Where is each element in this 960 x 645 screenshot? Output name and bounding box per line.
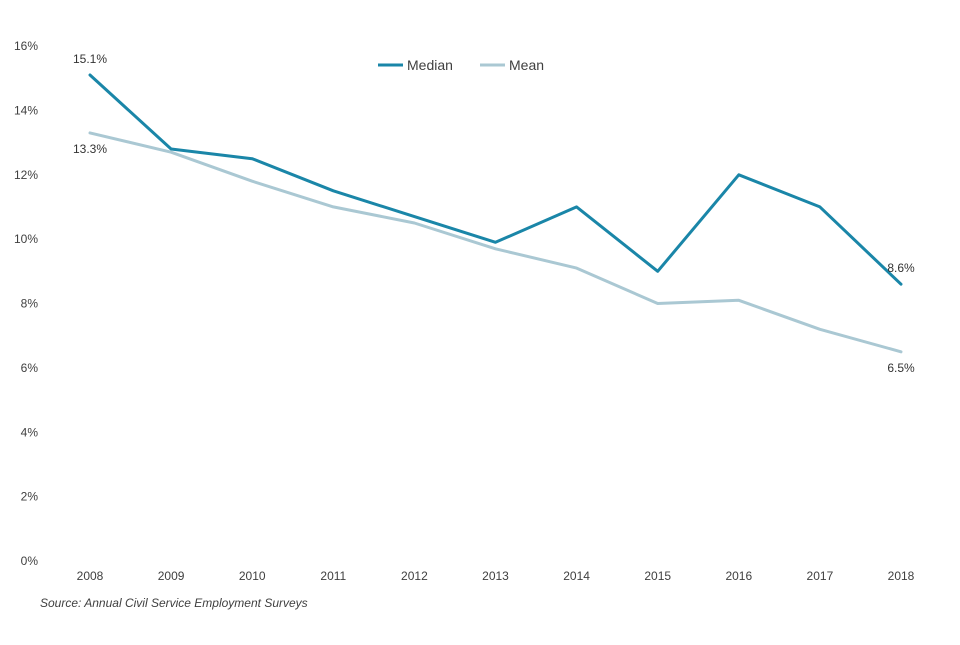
data-labels: 15.1% 13.3% 8.6% 6.5% (73, 52, 915, 375)
x-tick-label: 2016 (725, 569, 752, 583)
y-tick-label: 12% (14, 168, 38, 182)
y-tick-label: 4% (21, 425, 39, 439)
x-tick-label: 2010 (239, 569, 266, 583)
y-tick-label: 0% (21, 554, 39, 568)
y-tick-label: 14% (14, 103, 38, 117)
data-label: 8.6% (887, 261, 915, 275)
data-label: 6.5% (887, 361, 915, 375)
x-tick-label: 2012 (401, 569, 428, 583)
x-tick-label: 2011 (320, 569, 346, 583)
y-axis: 0% 2% 4% 6% 8% 10% 12% 14% 16% (14, 39, 38, 568)
y-tick-label: 8% (21, 297, 39, 311)
y-tick-label: 16% (14, 39, 38, 53)
series-line-mean (88, 131, 903, 354)
legend-label-median: Median (407, 57, 453, 73)
legend-label-mean: Mean (509, 57, 544, 73)
y-tick-label: 10% (14, 232, 38, 246)
x-tick-label: 2018 (888, 569, 915, 583)
source-note: Source: Annual Civil Service Employment … (40, 596, 308, 610)
series-line-median (88, 73, 903, 286)
x-tick-label: 2014 (563, 569, 590, 583)
series-layer (88, 73, 903, 354)
legend: Median Mean (378, 57, 544, 73)
x-tick-label: 2008 (77, 569, 104, 583)
x-axis: 2008 2009 2010 2011 2012 2013 2014 2015 2016 2017… (77, 569, 915, 583)
x-tick-label: 2017 (807, 569, 834, 583)
data-label: 15.1% (73, 52, 107, 66)
x-tick-label: 2015 (644, 569, 671, 583)
y-tick-label: 6% (21, 361, 39, 375)
x-tick-label: 2013 (482, 569, 509, 583)
y-tick-label: 2% (21, 490, 39, 504)
x-tick-label: 2009 (158, 569, 185, 583)
data-label: 13.3% (73, 142, 107, 156)
